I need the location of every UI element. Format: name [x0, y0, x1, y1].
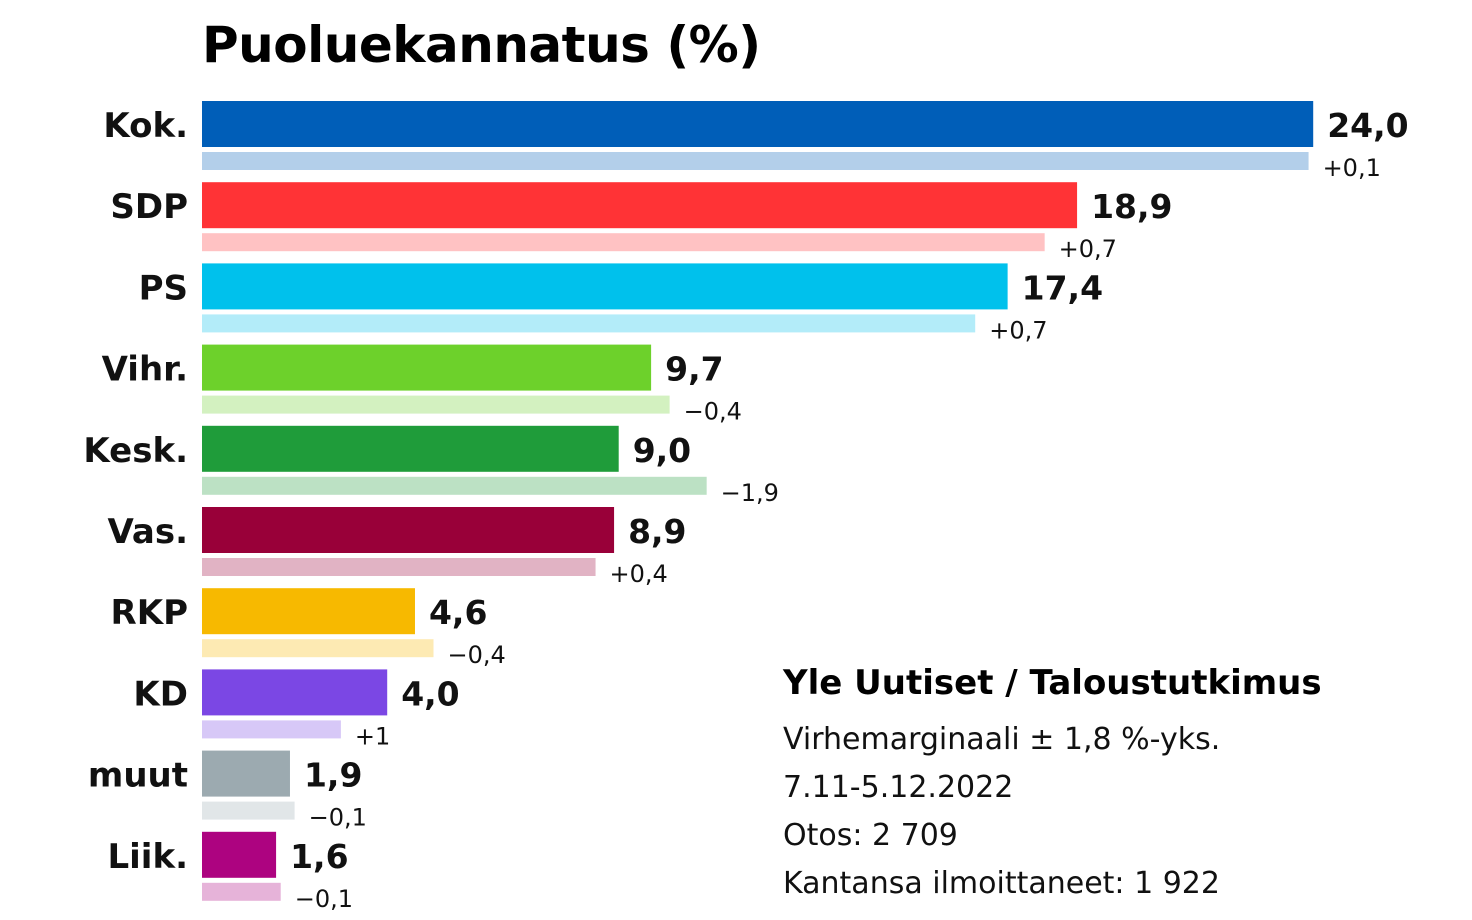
change-label-muut: −0,1 — [309, 804, 367, 832]
party-label-ps: PS — [139, 268, 188, 308]
party-label-liik: Liik. — [107, 837, 188, 877]
change-label-vihr: −0,4 — [684, 398, 742, 426]
bar-kd — [202, 669, 388, 716]
change-label-sdp: +0,7 — [1059, 235, 1117, 263]
previous-bar-kd — [202, 720, 341, 739]
change-label-vas: +0,4 — [610, 560, 668, 588]
source-label: Yle Uutiset / Taloustutkimus — [783, 663, 1322, 703]
bar-vihr — [202, 344, 652, 391]
value-label-sdp: 18,9 — [1091, 187, 1172, 226]
party-label-vihr: Vihr. — [102, 350, 188, 390]
bar-liik — [202, 831, 277, 878]
party-label-kd: KD — [133, 674, 188, 714]
previous-bar-vas — [202, 558, 596, 576]
survey-period: 7.11-5.12.2022 — [783, 770, 1014, 805]
bar-kesk — [202, 425, 619, 472]
change-label-liik: −0,1 — [295, 885, 353, 913]
value-label-vas: 8,9 — [628, 512, 686, 551]
bar-kok — [202, 101, 1314, 147]
sample-size: Otos: 2 709 — [783, 818, 958, 853]
value-label-kd: 4,0 — [401, 674, 459, 713]
previous-bar-rkp — [202, 639, 434, 658]
value-label-kesk: 9,0 — [633, 431, 691, 470]
bar-muut — [202, 750, 290, 797]
previous-bar-sdp — [202, 233, 1045, 252]
previous-bar-kesk — [202, 476, 707, 495]
change-label-rkp: −0,4 — [448, 641, 506, 669]
previous-bar-kok — [202, 152, 1309, 170]
value-label-liik: 1,6 — [290, 837, 348, 876]
value-label-muut: 1,9 — [304, 756, 362, 795]
party-label-sdp: SDP — [110, 187, 188, 227]
chart-title: Puoluekannatus (%) — [202, 16, 761, 74]
change-label-kesk: −1,9 — [721, 479, 779, 507]
previous-bar-vihr — [202, 395, 670, 414]
bar-rkp — [202, 588, 415, 635]
value-label-ps: 17,4 — [1022, 268, 1103, 307]
bar-sdp — [202, 182, 1078, 229]
info-box: Yle Uutiset / Taloustutkimus Virhemargin… — [783, 660, 1423, 908]
change-label-kd: +1 — [355, 722, 390, 750]
party-label-muut: muut — [88, 756, 188, 796]
value-label-kok: 24,0 — [1327, 106, 1408, 145]
previous-bar-muut — [202, 801, 295, 820]
bar-vas — [202, 507, 615, 553]
change-label-kok: +0,1 — [1323, 154, 1381, 182]
party-label-rkp: RKP — [111, 593, 188, 633]
party-label-kesk: Kesk. — [83, 431, 188, 471]
value-label-vihr: 9,7 — [665, 350, 723, 389]
previous-bar-ps — [202, 314, 976, 333]
value-label-rkp: 4,6 — [429, 593, 487, 632]
margin-of-error: Virhemarginaali ± 1,8 %-yks. — [783, 722, 1221, 757]
respondents-count: Kantansa ilmoittaneet: 1 922 — [783, 866, 1220, 901]
change-label-ps: +0,7 — [989, 316, 1047, 344]
bar-ps — [202, 263, 1008, 310]
party-label-vas: Vas. — [107, 512, 188, 552]
party-label-kok: Kok. — [103, 106, 188, 146]
previous-bar-liik — [202, 882, 281, 901]
